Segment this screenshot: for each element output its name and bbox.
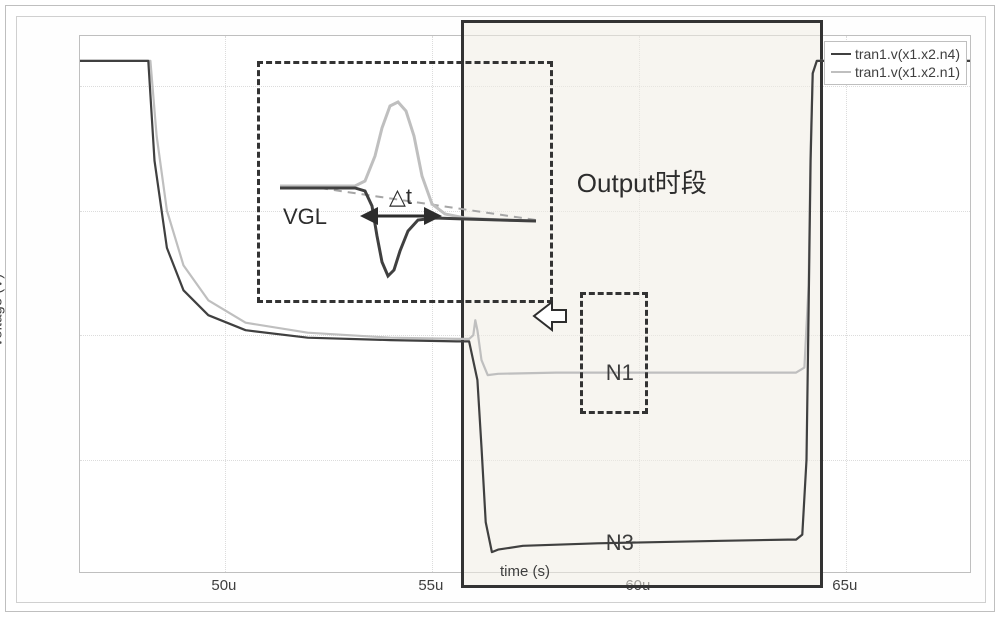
legend-swatch [831,53,851,55]
x-tick-label: 65u [815,577,875,594]
legend-swatch [831,71,851,73]
x-tick-label: 50u [194,577,254,594]
x-tick-label: 55u [401,577,461,594]
legend-item: tran1.v(x1.x2.n4) [831,45,960,63]
legend-item: tran1.v(x1.x2.n1) [831,63,960,81]
plot-area: Output时段 N1 N3 VGL △t time (s) [79,35,971,573]
legend-label: tran1.v(x1.x2.n1) [855,64,960,80]
x-axis-label: time (s) [500,563,550,580]
legend: tran1.v(x1.x2.n4) tran1.v(x1.x2.n1) [824,41,967,85]
outer-frame: voltage (V) -10 -5 0 5 50u 55u 60u 65u O… [5,5,995,612]
y-axis-label: voltage (V) [0,273,6,346]
plot-panel: voltage (V) -10 -5 0 5 50u 55u 60u 65u O… [16,16,986,603]
callout-arrow [80,36,970,572]
legend-label: tran1.v(x1.x2.n4) [855,46,960,62]
